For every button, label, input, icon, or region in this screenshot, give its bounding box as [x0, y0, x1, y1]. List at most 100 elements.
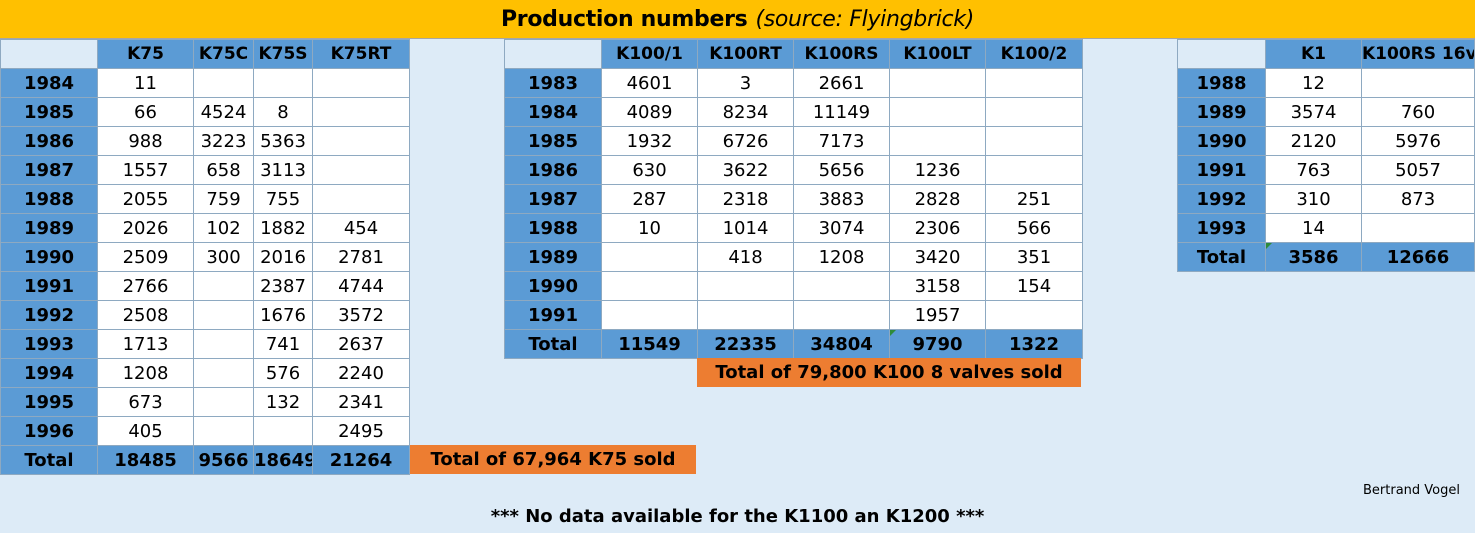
- column-header: K100LT: [889, 39, 986, 69]
- value-cell: 3158: [889, 271, 986, 301]
- table-row: 1991 763 5057: [1177, 155, 1475, 185]
- value-cell: 2781: [312, 242, 410, 272]
- year-cell: 1990: [504, 271, 602, 301]
- value-cell: 1676: [253, 300, 313, 330]
- table-row: 1989 2026 102 1882 454: [0, 213, 410, 243]
- page-title: Production numbers (source: Flyingbrick): [0, 0, 1475, 39]
- value-cell: 3420: [889, 242, 986, 272]
- value-cell: [312, 68, 410, 98]
- value-cell: [793, 271, 890, 301]
- total-value: 12666: [1361, 242, 1475, 272]
- year-cell: 1984: [0, 68, 98, 98]
- year-cell: 1994: [0, 358, 98, 388]
- year-cell: 1995: [0, 387, 98, 417]
- table-row: 1995 673 132 2341: [0, 387, 410, 417]
- value-cell: [601, 271, 698, 301]
- k100-production-table: K100/1 K100RT K100RS K100LT K100/2 1983 4601 3 2…: [504, 39, 1083, 359]
- value-cell: 1014: [697, 213, 794, 243]
- value-cell: 3883: [793, 184, 890, 214]
- value-cell: [889, 68, 986, 98]
- total-value: 18649: [253, 445, 313, 475]
- value-cell: 2495: [312, 416, 410, 446]
- k100-total-banner: Total of 79,800 K100 8 valves sold: [697, 358, 1081, 387]
- value-cell: 102: [193, 213, 254, 243]
- column-header: K75C: [193, 39, 254, 69]
- value-cell: [889, 97, 986, 127]
- value-cell: [193, 300, 254, 330]
- value-cell: 454: [312, 213, 410, 243]
- year-cell: 1992: [1177, 184, 1266, 214]
- k1-production-table: K1 K100RS 16v 1988 12 1989 3574 760 1990 2120 597…: [1177, 39, 1475, 272]
- value-cell: 3572: [312, 300, 410, 330]
- year-cell: 1985: [504, 126, 602, 156]
- value-cell: [697, 271, 794, 301]
- author-credit: Bertrand Vogel: [1363, 483, 1460, 498]
- value-cell: 2508: [97, 300, 194, 330]
- year-cell: 1991: [1177, 155, 1266, 185]
- table-row: 1986 630 3622 5656 1236: [504, 155, 1083, 185]
- cell-comment-marker: [890, 330, 896, 336]
- value-cell: 2341: [312, 387, 410, 417]
- table-row: 1988 10 1014 3074 2306 566: [504, 213, 1083, 243]
- corner-cell: [1177, 39, 1266, 69]
- value-cell: 11: [97, 68, 194, 98]
- year-cell: 1993: [0, 329, 98, 359]
- k75-total-banner: Total of 67,964 K75 sold: [410, 445, 696, 474]
- value-cell: 1557: [97, 155, 194, 185]
- table-row: 1987 287 2318 3883 2828 251: [504, 184, 1083, 214]
- column-header: K75S: [253, 39, 313, 69]
- year-cell: 1986: [0, 126, 98, 156]
- year-cell: 1983: [504, 68, 602, 98]
- value-cell: 132: [253, 387, 313, 417]
- year-cell: 1993: [1177, 213, 1266, 243]
- value-cell: 287: [601, 184, 698, 214]
- value-cell: [601, 300, 698, 330]
- table-row: 1990 2120 5976: [1177, 126, 1475, 156]
- table-row: 1988 2055 759 755: [0, 184, 410, 214]
- table-row: 1983 4601 3 2661: [504, 68, 1083, 98]
- value-cell: 759: [193, 184, 254, 214]
- table-row: 1990 2509 300 2016 2781: [0, 242, 410, 272]
- value-cell: 2766: [97, 271, 194, 301]
- header-row: K1 K100RS 16v: [1177, 39, 1475, 69]
- value-cell: [793, 300, 890, 330]
- table-row: 1991 2766 2387 4744: [0, 271, 410, 301]
- value-cell: 3622: [697, 155, 794, 185]
- column-header: K100/2: [985, 39, 1083, 69]
- year-cell: 1987: [504, 184, 602, 214]
- table-row: 1992 2508 1676 3572: [0, 300, 410, 330]
- total-value: 1322: [985, 329, 1083, 359]
- value-cell: [193, 329, 254, 359]
- value-cell: 418: [697, 242, 794, 272]
- year-cell: 1989: [0, 213, 98, 243]
- total-value: 34804: [793, 329, 890, 359]
- header-row: K75 K75C K75S K75RT: [0, 39, 410, 69]
- value-cell: [193, 387, 254, 417]
- value-cell: 4601: [601, 68, 698, 98]
- total-value: 21264: [312, 445, 410, 475]
- corner-cell: [504, 39, 602, 69]
- year-cell: 1990: [0, 242, 98, 272]
- value-cell: [985, 97, 1083, 127]
- table-row: 1985 66 4524 8: [0, 97, 410, 127]
- total-row: Total 11549 22335 34804 9790 1322: [504, 329, 1083, 359]
- table-row: 1990 3158 154: [504, 271, 1083, 301]
- value-cell: [312, 184, 410, 214]
- value-cell: 1208: [97, 358, 194, 388]
- table-row: 1991 1957: [504, 300, 1083, 330]
- value-cell: [697, 300, 794, 330]
- value-cell: 658: [193, 155, 254, 185]
- year-cell: 1989: [504, 242, 602, 272]
- value-cell: [253, 68, 313, 98]
- value-cell: 1236: [889, 155, 986, 185]
- value-cell: 300: [193, 242, 254, 272]
- value-cell: 576: [253, 358, 313, 388]
- year-cell: 1987: [0, 155, 98, 185]
- header-row: K100/1 K100RT K100RS K100LT K100/2: [504, 39, 1083, 69]
- table-row: 1996 405 2495: [0, 416, 410, 446]
- year-cell: 1988: [1177, 68, 1266, 98]
- year-cell: 1989: [1177, 97, 1266, 127]
- value-cell: [1361, 68, 1475, 98]
- total-row: Total 18485 9566 18649 21264: [0, 445, 410, 475]
- year-cell: 1988: [0, 184, 98, 214]
